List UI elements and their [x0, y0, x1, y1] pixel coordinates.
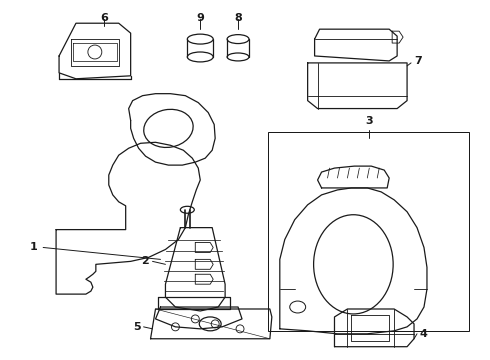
Text: 9: 9	[196, 13, 204, 23]
Bar	[268, 132, 469, 331]
Text: 1: 1	[29, 243, 37, 252]
Text: 6: 6	[100, 13, 108, 23]
Text: 2: 2	[141, 256, 148, 266]
Text: 5: 5	[133, 322, 141, 332]
Text: 3: 3	[366, 116, 373, 126]
Text: 7: 7	[414, 56, 422, 66]
Text: 4: 4	[419, 329, 427, 339]
Text: 8: 8	[234, 13, 242, 23]
